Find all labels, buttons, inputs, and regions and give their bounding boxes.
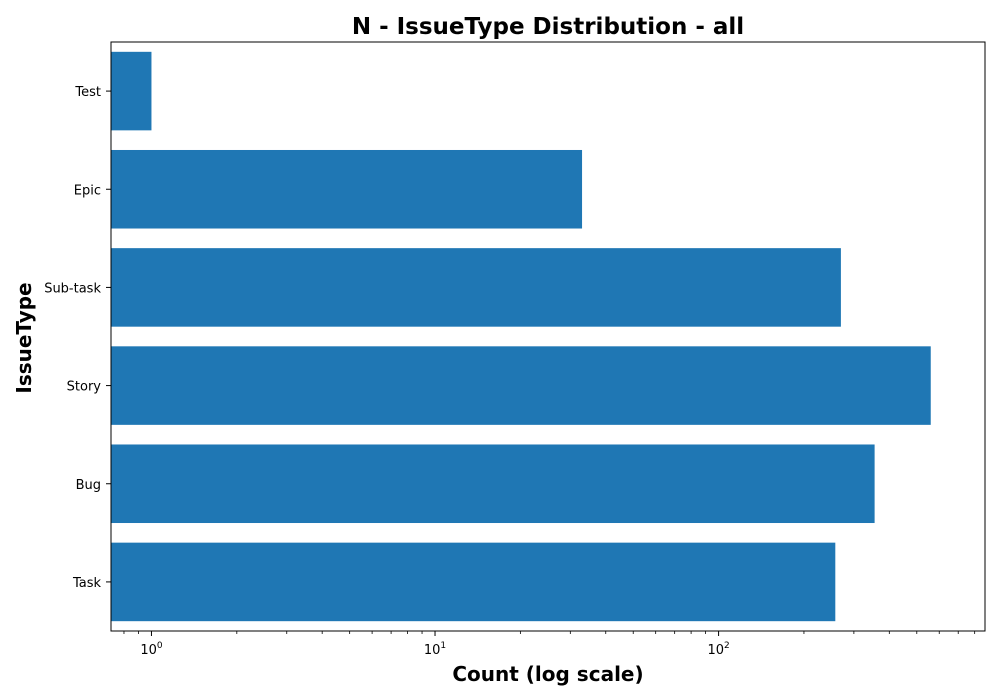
x-tick-label: 102 (707, 641, 729, 658)
plot-frame (110, 41, 986, 632)
y-axis-ticks: Test Epic Sub-task Story Bug Task (44, 85, 111, 591)
y-tick-label-task: Task (72, 576, 102, 591)
x-axis-label: Count (log scale) (452, 662, 643, 686)
x-tick-label: 101 (424, 641, 446, 658)
x-tick-label: 100 (140, 641, 163, 658)
x-axis-ticks: 100 101 102 (123, 631, 976, 658)
y-tick-label-sub-task: Sub-task (44, 281, 101, 296)
bar-story (111, 346, 931, 425)
y-tick-label-story: Story (67, 380, 102, 395)
bar-test (111, 51, 152, 131)
y-axis-label: IssueType (12, 282, 36, 393)
bar-epic (111, 149, 583, 229)
y-tick-label-epic: Epic (74, 183, 101, 198)
bar-bug (111, 444, 875, 524)
y-tick-label-test: Test (74, 85, 101, 100)
y-tick-label-bug: Bug (76, 478, 101, 493)
bar-sub-task (111, 248, 841, 327)
bar-task (111, 542, 836, 622)
chart-title: N - IssueType Distribution - all (352, 14, 744, 40)
bars-group (111, 51, 931, 622)
